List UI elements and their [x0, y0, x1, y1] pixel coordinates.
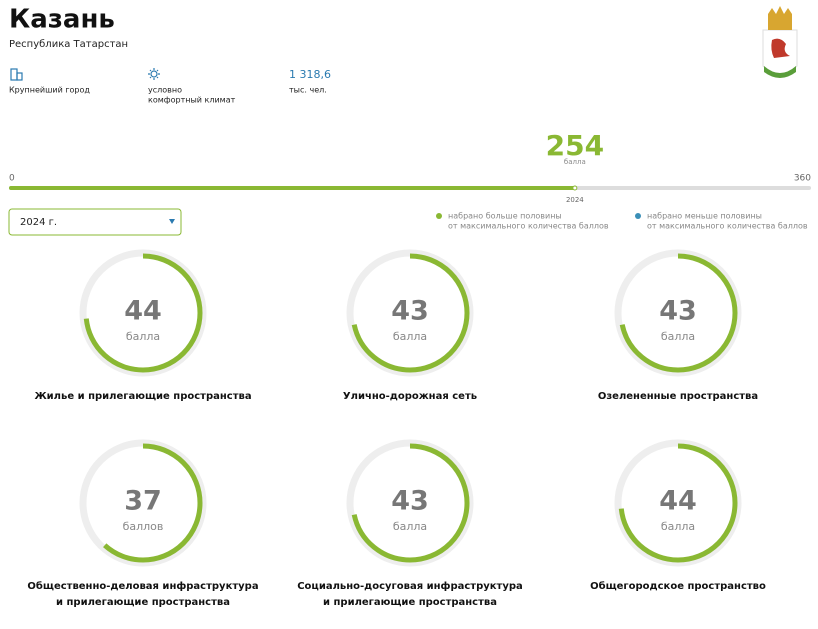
card-label: Жилье и прилегающие пространства	[34, 391, 251, 402]
card-label: Улично-дорожная сеть	[343, 391, 477, 402]
year-marker: 2024	[566, 196, 584, 204]
card-score: 37	[124, 486, 162, 517]
dropdown-arrow	[169, 219, 175, 224]
fact: условно	[148, 86, 182, 95]
card-score: 43	[391, 486, 429, 517]
legend-text: от максимального количества баллов	[448, 222, 609, 231]
ring-track	[79, 249, 207, 377]
card-unit: балла	[126, 330, 160, 343]
legend-text: набрано больше половины	[448, 212, 562, 221]
total-score: 254	[546, 129, 604, 162]
legend-dot	[436, 213, 442, 219]
card-score: 43	[659, 296, 697, 327]
ring-track	[79, 439, 207, 567]
coat-of-arms	[762, 6, 798, 78]
fact: комфортный климат	[148, 96, 236, 105]
fact: Крупнейший город	[9, 86, 90, 95]
card-label: Общегородское пространство	[590, 580, 766, 592]
card-score: 43	[391, 296, 429, 327]
card-unit: балла	[393, 330, 427, 343]
ring-arc	[83, 443, 203, 563]
card-label: Общественно-деловая инфраструктура	[27, 580, 258, 592]
card-score: 44	[124, 296, 162, 327]
region: Республика Татарстан	[9, 39, 128, 50]
ring-track	[614, 249, 742, 377]
card-score: 44	[659, 486, 697, 517]
legend-text: от максимального количества баллов	[647, 222, 808, 231]
card-unit: балла	[661, 330, 695, 343]
legend-text: набрано меньше половины	[647, 212, 762, 221]
scale-max: 360	[794, 174, 811, 184]
ring-arc	[618, 253, 738, 373]
scale-marker	[572, 185, 578, 191]
card-label: и прилегающие пространства	[323, 597, 497, 608]
scale-fill	[9, 186, 575, 190]
card-label: Социально-досуговая инфраструктура	[297, 580, 523, 592]
total-unit: балла	[564, 158, 586, 166]
ring-arc	[83, 253, 203, 373]
card-unit: баллов	[123, 520, 164, 533]
year-select-label: 2024 г.	[20, 217, 57, 228]
legend-dot	[635, 213, 641, 219]
ring-track	[346, 439, 474, 567]
card-unit: балла	[661, 520, 695, 533]
card-label: Озелененные пространства	[598, 391, 758, 402]
city-title: Казань	[9, 5, 115, 35]
year-select[interactable]	[8, 208, 182, 236]
scale-min: 0	[9, 174, 15, 184]
ring-track	[346, 249, 474, 377]
ring-arc	[618, 443, 738, 563]
card-unit: балла	[393, 520, 427, 533]
ring-arc	[350, 443, 470, 563]
icon-building	[10, 68, 23, 81]
fact: тыс. чел.	[289, 86, 327, 95]
card-label: и прилегающие пространства	[56, 597, 230, 608]
icon-sun	[148, 68, 160, 80]
population: 1 318,6	[289, 68, 331, 81]
ring-track	[614, 439, 742, 567]
ring-arc	[350, 253, 470, 373]
